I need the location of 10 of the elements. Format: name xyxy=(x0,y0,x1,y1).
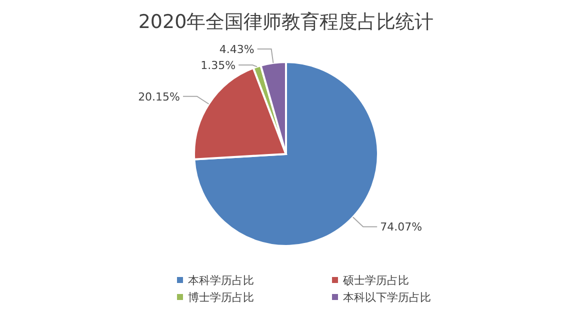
data-label: 20.15% xyxy=(138,90,180,104)
chart-title: 2020年全国律师教育程度占比统计 xyxy=(138,11,434,33)
data-label: 1.35% xyxy=(200,59,236,72)
data-label: 4.43% xyxy=(219,43,254,56)
data-label: 74.07% xyxy=(380,220,422,234)
legend-label: 本科学历占比 xyxy=(188,274,254,287)
pie-slice xyxy=(193,61,379,247)
legend-label: 博士学历占比 xyxy=(188,291,254,304)
legend-label: 本科以下学历占比 xyxy=(343,291,431,304)
legend-label: 硕士学历占比 xyxy=(342,274,409,287)
